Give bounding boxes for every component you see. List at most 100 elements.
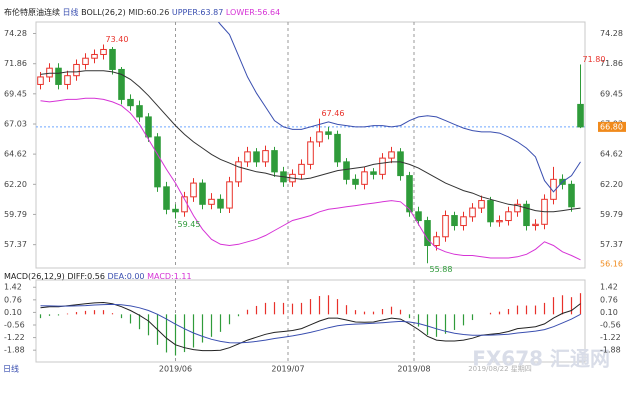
candle-body bbox=[100, 48, 107, 55]
candle-body bbox=[298, 163, 305, 175]
candle-body bbox=[73, 63, 80, 77]
y-tick-label-right: 59.79 bbox=[600, 210, 623, 219]
title: 布伦特原油连续 bbox=[4, 7, 60, 17]
y-tick-label-right: -1.22 bbox=[600, 333, 621, 342]
candle-body bbox=[37, 76, 44, 85]
y-tick-label: 57.37 bbox=[4, 240, 27, 249]
legend-entry: MACD:1.11 bbox=[147, 272, 192, 281]
lower-label: 56.16 bbox=[600, 259, 623, 268]
candle-body bbox=[262, 150, 269, 163]
header: 布伦特原油连续 日线 BOLL(26,2) MID:60.26 UPPER:63… bbox=[4, 7, 280, 17]
candle-body bbox=[532, 223, 539, 227]
candle-body bbox=[397, 151, 404, 177]
period: 日线 bbox=[63, 7, 79, 17]
y-tick-label-right: -1.88 bbox=[600, 346, 621, 355]
candle-body bbox=[235, 161, 242, 183]
y-tick-label-right: 62.20 bbox=[600, 180, 623, 189]
candle-body bbox=[478, 200, 485, 209]
y-tick-label: -1.88 bbox=[4, 346, 25, 355]
date-label: 2019/08/22 星期四 bbox=[468, 365, 532, 373]
candle-body bbox=[91, 53, 98, 59]
y-tick-label: 64.62 bbox=[4, 150, 27, 159]
macd-frame bbox=[35, 279, 586, 363]
candle-body bbox=[118, 68, 125, 100]
candle-body bbox=[577, 103, 584, 128]
candle-body bbox=[361, 171, 368, 185]
annotation: 73.40 bbox=[106, 35, 129, 44]
legend-entry: DIFF:0.56 bbox=[67, 272, 105, 281]
candle-body bbox=[109, 48, 116, 70]
period-footer: 日线 bbox=[3, 364, 19, 374]
candle-body bbox=[568, 183, 575, 208]
y-tick-label-right: 71.86 bbox=[600, 59, 623, 68]
y-tick-label: 67.03 bbox=[4, 120, 27, 129]
y-tick-label-right: 57.37 bbox=[600, 240, 623, 249]
candle-body bbox=[460, 216, 467, 227]
candle-body bbox=[316, 131, 323, 143]
watermark: FX678 汇通网 bbox=[472, 347, 610, 371]
y-tick-label: 69.45 bbox=[4, 89, 27, 98]
candle-body bbox=[487, 200, 494, 223]
candle-body bbox=[343, 161, 350, 180]
candle-body bbox=[370, 171, 377, 175]
candle-body bbox=[271, 150, 278, 173]
candle-body bbox=[433, 236, 440, 247]
y-tick-label-right: 0.76 bbox=[600, 295, 618, 304]
candle-body bbox=[136, 105, 143, 118]
candle-body bbox=[217, 198, 224, 209]
y-tick-label-right: 0.10 bbox=[600, 308, 618, 317]
candle-body bbox=[145, 116, 152, 138]
indicator-line bbox=[40, 303, 581, 344]
candle-body bbox=[496, 220, 503, 223]
candle-body bbox=[64, 75, 71, 85]
candle-body bbox=[154, 136, 161, 188]
indicator-line bbox=[40, 301, 581, 352]
legend-entry: DEA:0.00 bbox=[107, 272, 144, 281]
candle-body bbox=[325, 131, 332, 135]
candle-body bbox=[46, 67, 53, 78]
y-tick-label: 74.28 bbox=[4, 29, 27, 38]
y-tick-label-right: 69.45 bbox=[600, 89, 623, 98]
candle-body bbox=[523, 203, 530, 227]
y-tick-label-right: 1.42 bbox=[600, 283, 618, 292]
candle-body bbox=[451, 215, 458, 227]
candle-body bbox=[388, 151, 395, 159]
candle-body bbox=[469, 207, 476, 218]
candle-body bbox=[208, 198, 215, 205]
indicator-line bbox=[40, 97, 581, 261]
candle-body bbox=[334, 133, 341, 163]
y-tick-label-right: 64.62 bbox=[600, 150, 623, 159]
price-box bbox=[598, 121, 626, 132]
candle-body bbox=[253, 151, 260, 163]
candle-body bbox=[163, 186, 170, 210]
candle-body bbox=[244, 151, 251, 163]
y-tick-label: 62.20 bbox=[4, 180, 27, 189]
x-tick-label: 2019/07 bbox=[271, 365, 304, 374]
candle-body bbox=[307, 141, 314, 165]
candle-body bbox=[442, 215, 449, 238]
title: MACD(26,12,9) bbox=[4, 272, 65, 281]
annotation: 67.46 bbox=[322, 109, 345, 118]
legend-entry: UPPER:63.87 bbox=[172, 8, 223, 17]
candle-body bbox=[415, 211, 422, 222]
candle-body bbox=[55, 67, 62, 85]
header: MACD(26,12,9) DIFF:0.56 DEA:0.00 MACD:1.… bbox=[4, 272, 192, 281]
indicator-line bbox=[40, 70, 581, 213]
legend-entry: MID:60.26 bbox=[128, 8, 169, 17]
candle-body bbox=[424, 220, 431, 247]
price-frame bbox=[35, 21, 586, 269]
candle-body bbox=[82, 57, 89, 65]
candle-body bbox=[199, 182, 206, 205]
y-tick-label-right: 74.28 bbox=[600, 29, 623, 38]
y-tick-label-right: -0.56 bbox=[600, 321, 621, 330]
candle-body bbox=[514, 203, 521, 213]
annotation: 59.45 bbox=[178, 220, 201, 229]
x-tick-label: 2019/06 bbox=[159, 365, 192, 374]
indicator: BOLL(26,2) bbox=[81, 8, 126, 17]
candle-body bbox=[226, 181, 233, 209]
price-label: 66.80 bbox=[600, 122, 623, 131]
y-tick-label: 0.10 bbox=[4, 308, 22, 317]
indicator-line bbox=[217, 22, 581, 193]
y-tick-label: -0.56 bbox=[4, 321, 25, 330]
